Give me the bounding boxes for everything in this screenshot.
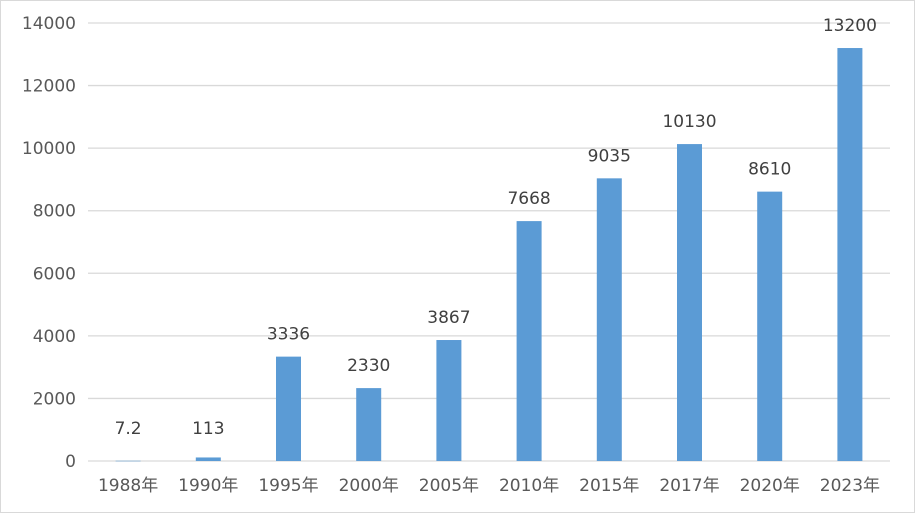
bar: [195, 457, 221, 461]
data-label: 3867: [427, 308, 470, 328]
bar: [516, 221, 542, 461]
data-label: 7.2: [115, 419, 142, 439]
x-tick-label: 1988年: [98, 476, 158, 496]
bar: [115, 460, 141, 462]
x-tick-label: 2015年: [579, 476, 639, 496]
y-tick-label: 12000: [22, 77, 76, 97]
data-label: 113: [192, 419, 224, 439]
y-tick-label: 2000: [33, 389, 76, 409]
y-tick-label: 14000: [22, 14, 76, 34]
data-label: 8610: [748, 160, 791, 180]
x-tick-label: 2023年: [820, 476, 880, 496]
bar: [677, 144, 702, 461]
bar: [276, 356, 301, 461]
y-tick-label: 6000: [33, 264, 76, 284]
bar: [837, 48, 863, 462]
x-tick-label: 2000年: [339, 476, 399, 496]
bar: [356, 388, 382, 461]
y-tick-label: 4000: [33, 327, 76, 347]
x-tick-label: 2005年: [419, 476, 479, 496]
data-label: 13200: [823, 16, 877, 36]
y-tick-label: 10000: [22, 139, 76, 159]
bar: [436, 340, 462, 461]
bar: [757, 191, 783, 461]
data-label: 10130: [662, 112, 716, 132]
y-tick-label: 8000: [33, 202, 76, 222]
x-tick-label: 2020年: [740, 476, 800, 496]
x-tick-label: 2017年: [659, 476, 719, 496]
x-tick-label: 2010年: [499, 476, 559, 496]
data-label: 2330: [347, 356, 390, 376]
x-tick-label: 1995年: [258, 476, 318, 496]
data-label: 7668: [507, 189, 550, 209]
x-tick-label: 1990年: [178, 476, 238, 496]
data-label: 3336: [267, 325, 310, 345]
bar: [596, 178, 622, 462]
data-label: 9035: [588, 146, 631, 166]
y-tick-label: 0: [65, 452, 76, 472]
